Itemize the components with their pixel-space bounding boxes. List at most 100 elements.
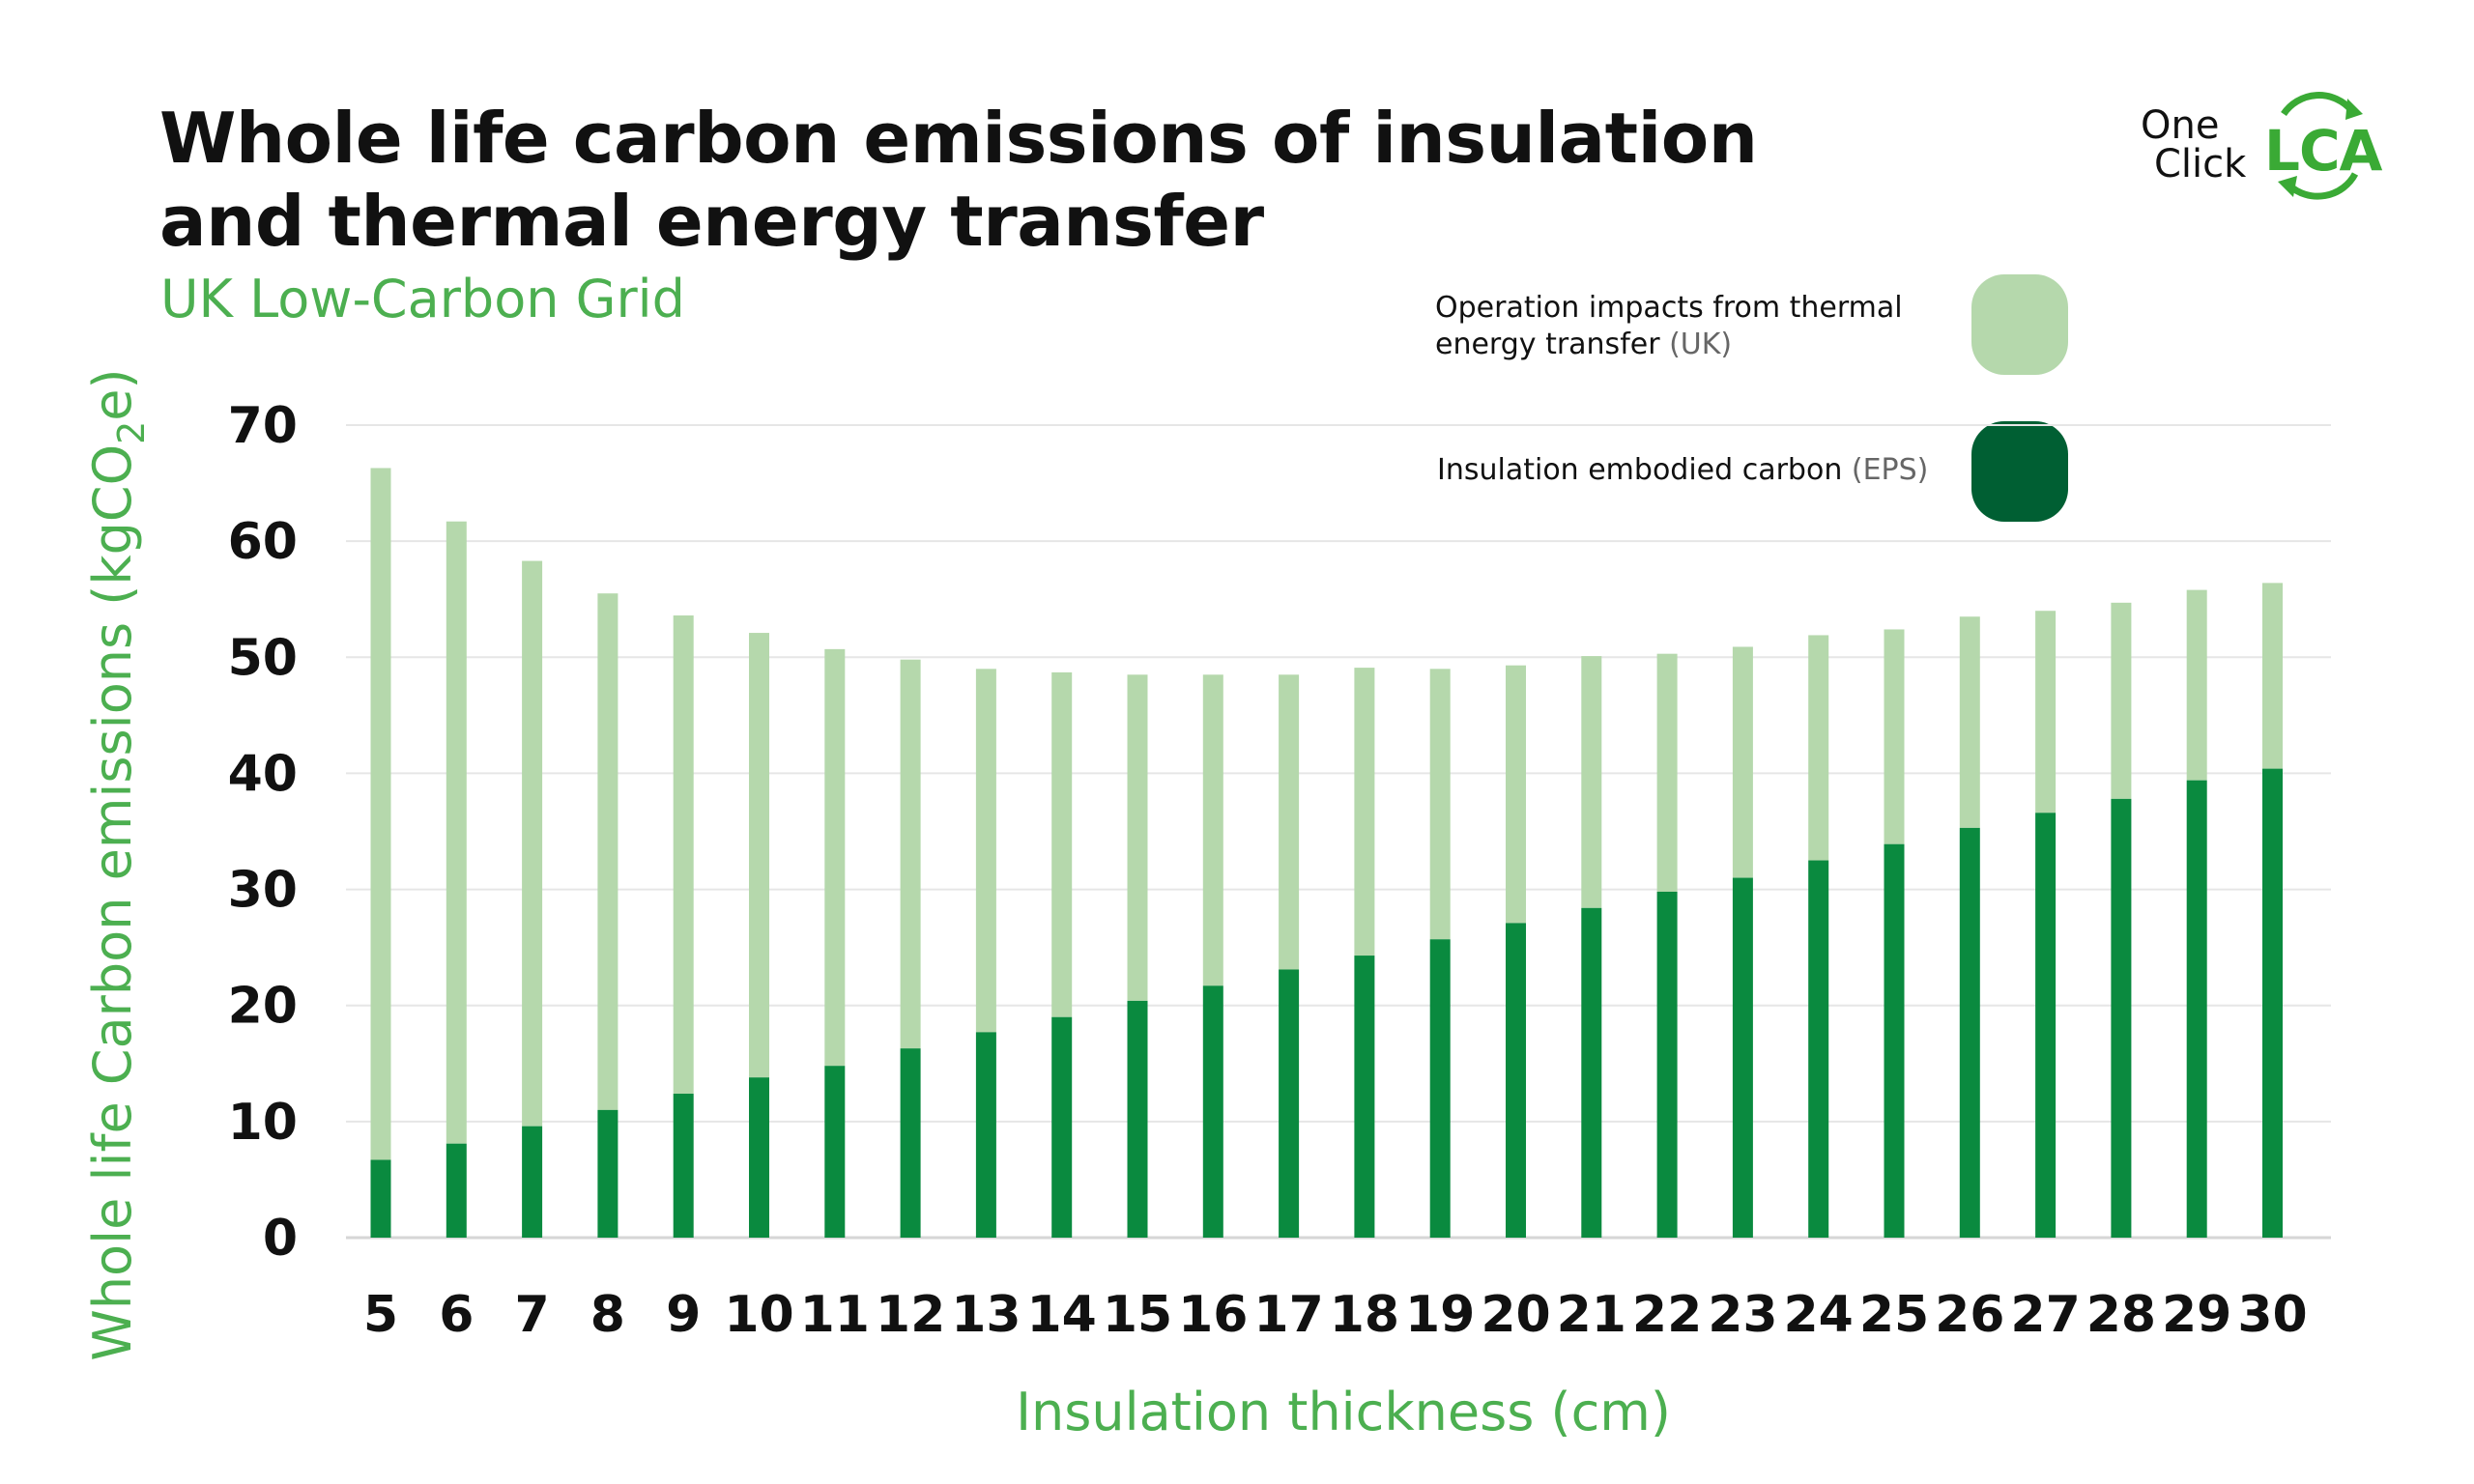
x-tick-label-28: 28: [2086, 1286, 2156, 1344]
bar-operation-29: [2186, 589, 2207, 781]
logo-one-text: One: [2141, 103, 2220, 148]
bar-embodied-16: [1202, 985, 1223, 1238]
y-tick-label-0: 0: [263, 1210, 298, 1268]
bar-operation-12: [900, 659, 921, 1049]
bar-embodied-20: [1506, 923, 1526, 1238]
bar-embodied-21: [1581, 907, 1602, 1238]
bar-operation-19: [1429, 669, 1451, 940]
bar-operation-8: [597, 593, 618, 1110]
bars: [370, 468, 2283, 1238]
bar-operation-21: [1581, 656, 1602, 908]
bar-operation-11: [824, 648, 846, 1067]
bar-embodied-19: [1429, 939, 1451, 1238]
legend-label-embodied: Insulation embodied carbon (EPS): [1437, 452, 1928, 489]
chart-title: Whole life carbon emissions of insulatio…: [159, 97, 1758, 263]
y-tick-label-60: 60: [228, 513, 298, 571]
x-tick-label-11: 11: [800, 1286, 870, 1344]
x-tick-label-21: 21: [1557, 1286, 1626, 1344]
legend-swatch-embodied: [1971, 421, 2068, 522]
x-tick-label-16: 16: [1178, 1286, 1248, 1344]
one-click-lca-logo: One Click LCA: [2141, 89, 2382, 205]
bar-embodied-28: [2111, 798, 2132, 1238]
y-axis-title-subscript: 2: [110, 421, 153, 444]
x-tick-label-13: 13: [951, 1286, 1021, 1344]
chart-subtitle: UK Low-Carbon Grid: [160, 269, 685, 329]
bar-embodied-29: [2186, 780, 2207, 1238]
bar-operation-20: [1506, 665, 1526, 924]
bar-operation-23: [1732, 646, 1753, 878]
x-tick-label-12: 12: [876, 1286, 945, 1344]
y-tick-label-20: 20: [228, 978, 298, 1036]
y-tick-label-40: 40: [228, 745, 298, 803]
bar-operation-5: [370, 468, 391, 1160]
x-tick-label-19: 19: [1405, 1286, 1475, 1344]
y-axis-title-main: Whole life Carbon emissions (kgCO: [82, 444, 143, 1361]
bar-operation-7: [522, 560, 543, 1127]
y-axis-title: Whole life Carbon emissions (kgCO2e): [82, 368, 153, 1360]
bar-embodied-6: [446, 1143, 467, 1238]
bar-operation-17: [1279, 674, 1300, 970]
bar-embodied-18: [1354, 956, 1375, 1238]
x-tick-label-14: 14: [1027, 1286, 1097, 1344]
x-tick-label-24: 24: [1784, 1286, 1854, 1344]
bar-embodied-9: [673, 1094, 694, 1238]
bar-embodied-13: [975, 1032, 996, 1238]
bar-embodied-23: [1732, 877, 1753, 1238]
legend-embodied-note: (EPS): [1851, 453, 1929, 487]
legend-operation-line-2: energy transfer: [1435, 328, 1660, 361]
y-tick-label-30: 30: [228, 862, 298, 920]
y-axis-title-tail: e): [82, 368, 143, 420]
x-tick-label-15: 15: [1103, 1286, 1172, 1344]
x-tick-label-26: 26: [1935, 1286, 2004, 1344]
bar-operation-16: [1202, 674, 1223, 986]
x-tick-label-10: 10: [724, 1286, 793, 1344]
bar-embodied-10: [749, 1077, 769, 1238]
bar-embodied-5: [370, 1159, 391, 1238]
bar-operation-6: [446, 521, 467, 1144]
x-tick-label-20: 20: [1481, 1286, 1550, 1344]
legend-swatch-operation: [1971, 274, 2068, 375]
bar-operation-15: [1127, 674, 1148, 1001]
bar-operation-26: [1959, 616, 1980, 828]
x-tick-label-22: 22: [1632, 1286, 1702, 1344]
bar-operation-10: [749, 633, 769, 1078]
legend-operation-line-1: Operation impacts from thermal: [1435, 291, 1903, 325]
chart-title-line-2: and thermal energy transfer: [159, 181, 1264, 262]
legend-operation-note: (UK): [1669, 328, 1733, 361]
bar-embodied-25: [1884, 843, 1905, 1238]
x-tick-label-17: 17: [1253, 1286, 1323, 1344]
y-tick-label-50: 50: [228, 629, 298, 687]
bar-operation-30: [2262, 583, 2283, 769]
bar-operation-25: [1884, 629, 1905, 844]
x-tick-label-7: 7: [515, 1286, 550, 1344]
x-tick-label-23: 23: [1708, 1286, 1777, 1344]
chart-title-line-1: Whole life carbon emissions of insulatio…: [159, 98, 1758, 179]
x-tick-label-30: 30: [2237, 1286, 2307, 1344]
grid-lines: [346, 424, 2331, 1240]
x-axis-title: Insulation thickness (cm): [1016, 1382, 1671, 1442]
bar-embodied-14: [1051, 1016, 1073, 1238]
bar-embodied-8: [597, 1109, 618, 1238]
x-tick-label-27: 27: [2010, 1286, 2080, 1344]
bar-operation-14: [1051, 671, 1073, 1017]
logo-click-text: Click: [2154, 142, 2247, 186]
bar-operation-9: [673, 615, 694, 1095]
bar-operation-22: [1656, 653, 1678, 892]
x-tick-label-9: 9: [666, 1286, 701, 1344]
bar-embodied-12: [900, 1048, 921, 1238]
bar-operation-28: [2111, 602, 2132, 799]
y-axis-ticks: 0 10 20 30 40 50 60 70: [228, 397, 298, 1268]
bar-operation-18: [1354, 668, 1375, 956]
bar-operation-13: [975, 669, 996, 1033]
bar-embodied-22: [1656, 891, 1678, 1238]
bar-embodied-27: [2035, 813, 2057, 1238]
bar-embodied-15: [1127, 1000, 1148, 1238]
x-tick-label-6: 6: [439, 1286, 474, 1344]
recycle-arrows-icon: [2278, 92, 2363, 200]
bar-embodied-24: [1808, 860, 1829, 1238]
x-axis-ticks: 5 6 7 8 9 10 11 12 13 14 15 16 17 18 19 20 21 22 23 24 25 26 2…: [363, 1286, 2308, 1344]
bar-embodied-17: [1279, 969, 1300, 1238]
bar-embodied-11: [824, 1066, 846, 1238]
bar-embodied-30: [2262, 768, 2283, 1238]
